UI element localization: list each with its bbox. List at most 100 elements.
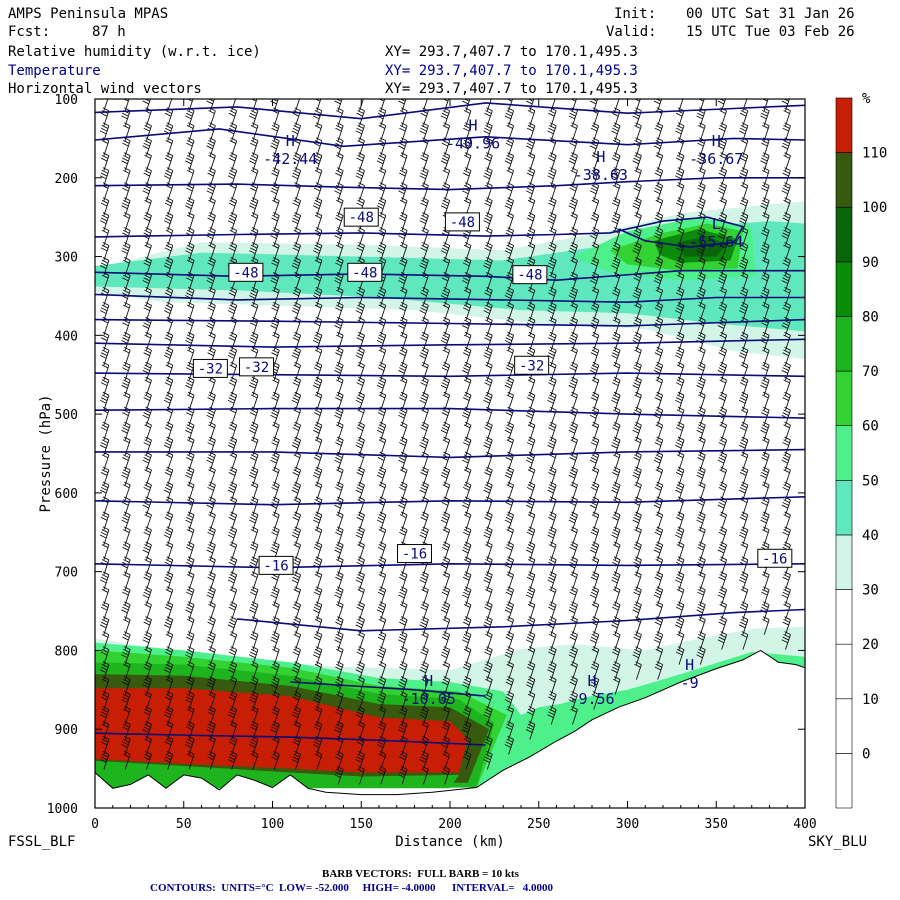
wind-barb (781, 272, 791, 291)
wind-barb (654, 346, 664, 366)
wind-barb (313, 316, 323, 336)
wind-barb (697, 541, 706, 560)
wind-barb (143, 436, 152, 456)
wind-barb (313, 631, 323, 650)
wind-barb (399, 122, 408, 141)
wind-barb (548, 107, 557, 126)
wind-barb (675, 466, 685, 486)
extremum-value: -42.44 (263, 150, 317, 168)
wind-barb (271, 167, 280, 186)
field-wind-name: Horizontal wind vectors (8, 81, 202, 97)
wind-barb (377, 361, 387, 381)
wind-barb (590, 526, 600, 546)
wind-barb (378, 99, 386, 111)
wind-barb (121, 197, 131, 216)
wind-barb (142, 182, 152, 201)
wind-barb (313, 406, 323, 426)
wind-barb (335, 526, 344, 546)
wind-barb (633, 316, 642, 336)
temperature-contour (95, 102, 805, 120)
colorbar-tick-label: 20 (862, 637, 879, 653)
temperature-contour (95, 293, 805, 304)
wind-barb (526, 391, 536, 411)
wind-barb (484, 197, 493, 216)
y-tick-label: 100 (55, 93, 78, 108)
wind-barb (675, 421, 685, 441)
wind-barb (356, 466, 365, 486)
x-tick-label: 350 (705, 817, 728, 832)
wind-barb (335, 481, 344, 501)
wind-barb (718, 481, 728, 501)
wind-barb (462, 616, 472, 635)
wind-barb (399, 526, 408, 546)
wind-barb (591, 691, 600, 710)
wind-barb (356, 376, 365, 396)
extremum-value: -38.63 (574, 166, 628, 184)
wind-barb (462, 436, 472, 456)
wind-barb (653, 631, 664, 650)
wind-barb (526, 122, 536, 141)
wind-barb (399, 391, 408, 411)
wind-barb (249, 451, 259, 471)
wind-barb (143, 301, 152, 321)
wind-barb (419, 706, 429, 725)
wind-barb (249, 152, 259, 171)
wind-barb (207, 481, 216, 501)
wind-barb (568, 466, 578, 486)
wind-barb (697, 631, 706, 650)
wind-barb (399, 616, 408, 635)
wind-barb (143, 616, 152, 635)
wind-barb (612, 376, 621, 396)
y-tick-label: 500 (55, 408, 78, 423)
wind-barb (122, 496, 131, 516)
wind-barb (612, 676, 621, 695)
temperature-contour (95, 318, 805, 327)
wind-barb (164, 331, 174, 351)
wind-barb (123, 750, 131, 770)
wind-barb (590, 481, 600, 501)
colorbar-bin (835, 370, 853, 426)
wind-barb (420, 331, 429, 351)
wind-barb (738, 301, 749, 321)
wind-barb (100, 421, 110, 441)
wind-barb (654, 616, 664, 635)
terrain-mask (94, 649, 806, 808)
wind-barb (292, 107, 302, 126)
wind-barb (697, 586, 706, 605)
wind-barb (122, 99, 130, 111)
colorbar-tick-label: 60 (862, 419, 879, 435)
wind-barb (100, 376, 110, 396)
wind-barb (548, 331, 557, 351)
wind-barb (356, 107, 365, 126)
wind-barb (718, 167, 728, 186)
wind-barb (313, 586, 323, 605)
colorbar-bin (835, 643, 853, 700)
wind-barb (420, 421, 429, 441)
wind-barb (634, 99, 641, 111)
extremum-value: -9 (681, 674, 699, 692)
contour-note: CONTOURS: UNITS=°C LOW= -52.000 HIGH= -4… (150, 882, 554, 894)
colorbar-tick-label: 30 (862, 583, 879, 599)
wind-barb (633, 496, 642, 516)
colorbar-bin (835, 261, 853, 317)
wind-barb (377, 496, 387, 516)
wind-barb (313, 496, 323, 516)
wind-barb (207, 526, 216, 546)
contour-label: -16 (762, 551, 787, 567)
wind-barb (142, 676, 152, 695)
contour-label-box (343, 207, 379, 227)
y-tick-label: 600 (55, 487, 78, 502)
wind-barb (249, 286, 259, 306)
temperature-contour (95, 338, 805, 348)
wind-barb (547, 481, 557, 501)
wind-barb (227, 436, 238, 456)
wind-barb (207, 661, 216, 680)
field-wind-xy: XY= 293.7,407.7 to 170.1,495.3 (385, 81, 638, 97)
wind-barb (505, 586, 515, 605)
wind-barb (399, 436, 408, 456)
wind-barb (484, 421, 493, 441)
wind-barb (761, 99, 769, 111)
wind-barb (377, 541, 387, 560)
wind-barb (675, 197, 685, 216)
wind-barb (504, 152, 515, 171)
